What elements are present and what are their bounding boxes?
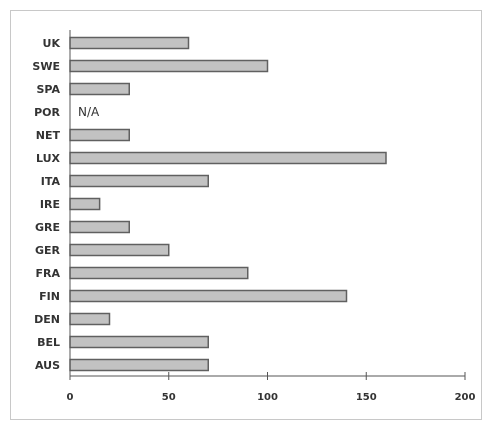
bar-bel — [69, 335, 209, 349]
x-tick-label-50: 50 — [162, 392, 176, 403]
category-label-gre: GRE — [35, 221, 60, 234]
category-label-aus: AUS — [35, 359, 60, 372]
chart-frame — [10, 10, 482, 420]
x-ticks: 0 50 100 150 200 — [67, 372, 476, 403]
category-label-swe: SWE — [32, 60, 60, 73]
annotation-por: N/A — [78, 105, 100, 119]
bar-aus — [69, 358, 209, 372]
category-label-ita: ITA — [41, 175, 61, 188]
bar-swe — [69, 59, 269, 73]
bar-fra — [69, 266, 249, 280]
x-tick-label-200: 200 — [455, 392, 476, 403]
x-tick-label-150: 150 — [356, 392, 377, 403]
bar-net — [69, 128, 130, 142]
category-label-net: NET — [36, 129, 61, 142]
category-label-spa: SPA — [37, 83, 61, 96]
bar-fin — [69, 289, 348, 303]
category-label-lux: LUX — [36, 152, 61, 165]
bar-gre — [69, 220, 130, 234]
bar-uk — [69, 36, 190, 50]
category-label-uk: UK — [43, 37, 61, 50]
bar-lux — [69, 151, 387, 165]
bar-den — [69, 312, 111, 326]
bar-ger — [69, 243, 170, 257]
category-label-fra: FRA — [36, 267, 61, 280]
bar-spa — [69, 82, 130, 96]
annotations: N/A — [78, 105, 100, 119]
bar-ita — [69, 174, 209, 188]
category-label-ger: GER — [35, 244, 61, 257]
category-labels: UK SWE SPA POR NET LUX ITA IRE GRE GER FRA FIN DEN BE… — [32, 37, 60, 372]
category-label-fin: FIN — [39, 290, 60, 303]
category-label-ire: IRE — [40, 198, 60, 211]
category-label-por: POR — [34, 106, 60, 119]
bars-group — [69, 36, 387, 372]
category-label-den: DEN — [34, 313, 60, 326]
x-tick-label-0: 0 — [67, 392, 74, 403]
bar-ire — [69, 197, 101, 211]
x-tick-label-100: 100 — [257, 392, 278, 403]
category-label-bel: BEL — [37, 336, 60, 349]
